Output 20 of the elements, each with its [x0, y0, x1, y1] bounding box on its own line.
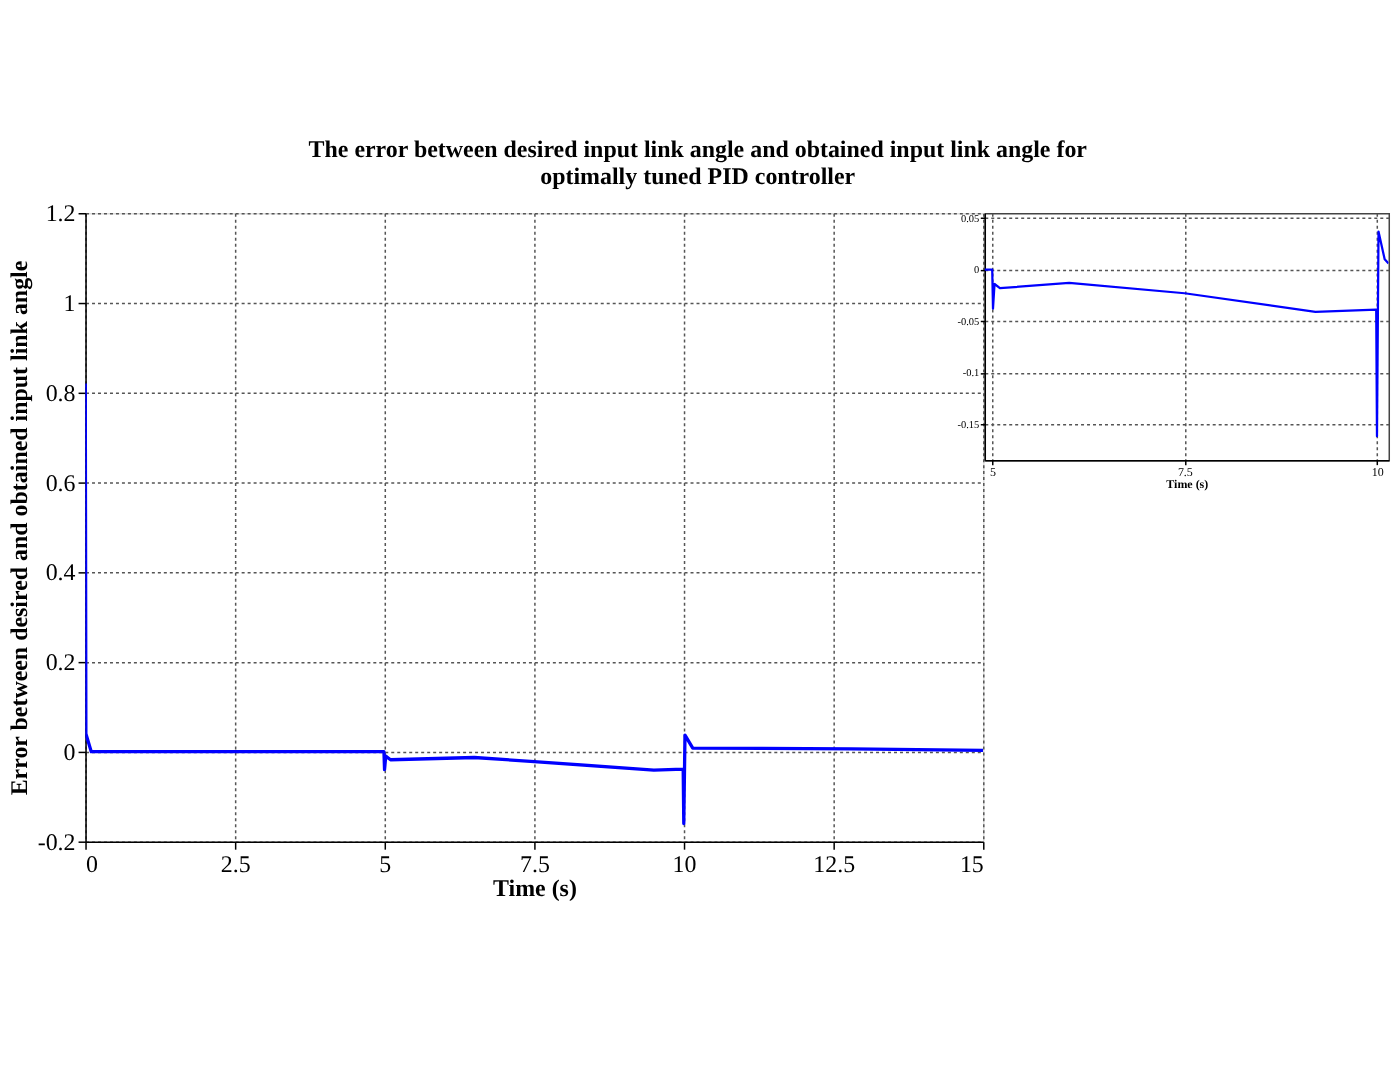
x-tick-label: 0 — [86, 850, 99, 879]
y-tick-label: 1.2 — [45, 199, 76, 228]
x-tick-label: 7.5 — [519, 850, 550, 879]
y-tick-label: 0.4 — [45, 558, 76, 587]
x-tick-label: 12.5 — [813, 850, 856, 879]
line-series — [85, 381, 984, 826]
x-axis-title: Time (s) — [492, 874, 577, 903]
x-tick-label: 5 — [379, 850, 392, 879]
chart-title: The error between desired input link angle and obtained input link angle for optimally tuned PID controller — [308, 134, 1089, 190]
y-tick-label: 0.2 — [45, 648, 76, 677]
line-series — [984, 230, 1389, 438]
x-tick-label: 2.5 — [220, 850, 251, 879]
y-tick-label: 0 — [63, 737, 76, 766]
y-tick-label: 1 — [63, 289, 76, 318]
y-axis-title: Error between desired and obtained input link angle — [5, 260, 34, 796]
x-tick-label: 10 — [672, 850, 697, 879]
x-tick-label: 15 — [959, 850, 984, 879]
y-tick-label: 0.8 — [45, 378, 76, 407]
y-tick-label: 0.6 — [45, 468, 76, 497]
y-tick-label: -0.2 — [37, 827, 76, 856]
